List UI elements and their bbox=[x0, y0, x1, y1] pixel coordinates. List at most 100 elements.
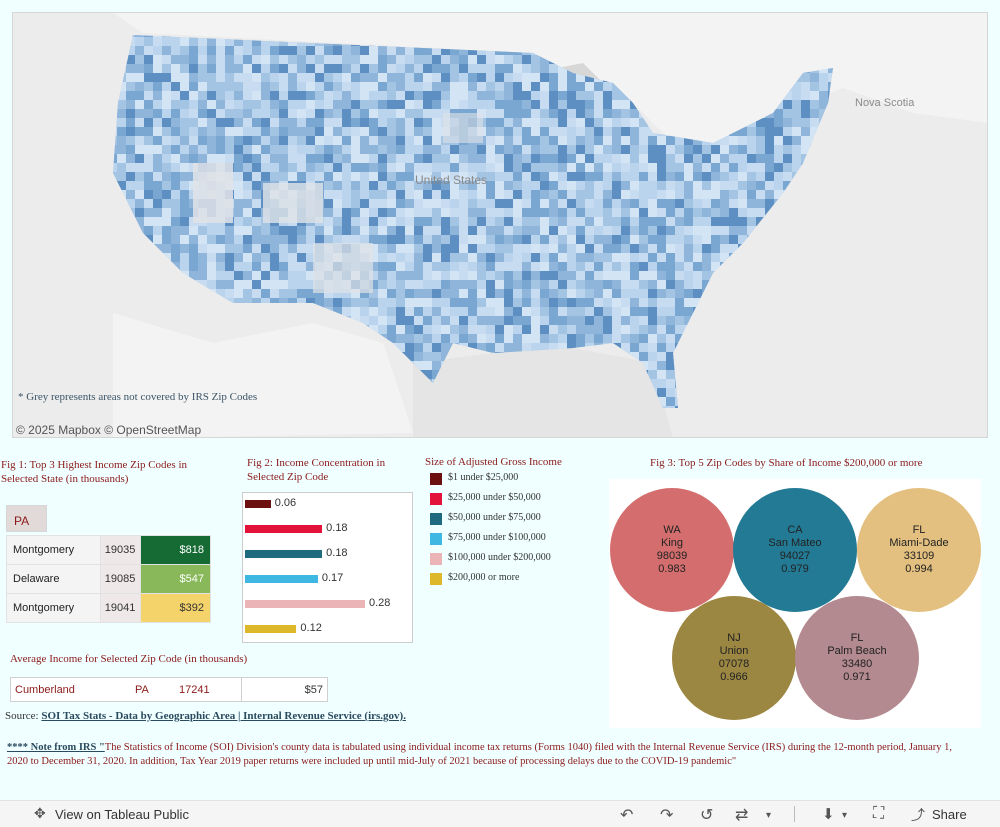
income-cell: $547 bbox=[139, 564, 212, 594]
zip-cell: 19085 bbox=[99, 564, 141, 594]
bar-value-label: 0.18 bbox=[326, 547, 348, 559]
bubble-label: 0.983 bbox=[658, 563, 686, 575]
legend-label[interactable]: $100,000 under $200,000 bbox=[448, 552, 551, 563]
bubble-33109[interactable]: FL Miami-Dade 33109 0.994 bbox=[857, 488, 981, 612]
bubble-label: 0.994 bbox=[905, 563, 933, 575]
avg-divider bbox=[241, 678, 242, 701]
bar-2[interactable] bbox=[245, 550, 323, 558]
bubble-label: WA bbox=[663, 524, 681, 536]
county-cell: Delaware bbox=[6, 564, 101, 594]
legend-title: Size of Adjusted Gross Income bbox=[425, 456, 562, 468]
bubble-label: Palm Beach bbox=[827, 645, 887, 657]
avg-income-row[interactable]: Cumberland PA 17241 $57 bbox=[10, 677, 328, 702]
legend-swatch[interactable] bbox=[430, 573, 442, 585]
download-dropdown-icon[interactable]: ▾ bbox=[842, 810, 848, 821]
map-label-nova-scotia: Nova Scotia bbox=[855, 97, 915, 109]
legend-swatch[interactable] bbox=[430, 553, 442, 565]
map-canvas[interactable] bbox=[13, 13, 988, 438]
bar-1[interactable] bbox=[245, 525, 323, 533]
map-attribution[interactable]: © 2025 Mapbox © OpenStreetMap bbox=[16, 423, 202, 437]
bubble-label: San Mateo bbox=[768, 537, 822, 549]
bar-4[interactable] bbox=[245, 600, 365, 608]
bubble-label: King bbox=[660, 537, 684, 549]
fig1-table: Montgomery 19035 $818 Delaware 19085 $54… bbox=[6, 535, 212, 623]
legend-label[interactable]: $200,000 or more bbox=[448, 572, 520, 583]
county-cell: Montgomery bbox=[6, 535, 101, 565]
income-cell: $392 bbox=[139, 593, 212, 623]
state-filter[interactable]: PA bbox=[6, 505, 47, 532]
legend-label[interactable]: $1 under $25,000 bbox=[448, 472, 519, 483]
bar-0[interactable] bbox=[245, 500, 271, 508]
bubble-label: Union bbox=[719, 645, 749, 657]
fig2-title: Fig 2: Income Concentration in Selected … bbox=[247, 457, 386, 483]
bar-value-label: 0.18 bbox=[326, 522, 348, 534]
refresh-dropdown-icon[interactable]: ▾ bbox=[766, 810, 772, 821]
legend-label[interactable]: $50,000 under $75,000 bbox=[448, 512, 541, 523]
table-row[interactable]: Montgomery 19035 $818 bbox=[6, 535, 212, 565]
fig1-title: Fig 1: Top 3 Highest Income Zip Codes in… bbox=[1, 459, 188, 485]
bubble-94027[interactable]: CA San Mateo 94027 0.979 bbox=[733, 488, 857, 612]
note-text: The Statistics of Income (SOI) Division'… bbox=[7, 742, 953, 767]
bubble-label: 33480 bbox=[841, 658, 873, 670]
bubble-label: 0.971 bbox=[843, 671, 871, 683]
legend-label[interactable]: $25,000 under $50,000 bbox=[448, 492, 541, 503]
undo-icon[interactable]: ↶ bbox=[620, 807, 634, 824]
bubble-label: CA bbox=[787, 524, 803, 536]
bubble-label: NJ bbox=[727, 632, 741, 644]
source-link[interactable]: SOI Tax Stats - Data by Geographic Area … bbox=[41, 710, 406, 722]
avg-state: PA bbox=[135, 684, 149, 696]
bar-value-label: 0.06 bbox=[274, 497, 297, 509]
bubble-label: 07078 bbox=[718, 658, 750, 670]
bar-3[interactable] bbox=[245, 575, 318, 583]
note-prefix: **** Note from IRS " bbox=[7, 742, 105, 753]
refresh-icon[interactable]: ⇄ bbox=[735, 807, 749, 824]
avg-county: Cumberland bbox=[15, 684, 75, 696]
source-line: Source: SOI Tax Stats - Data by Geograph… bbox=[5, 710, 406, 722]
bubble-label: 0.966 bbox=[720, 671, 748, 683]
map-note: * Grey represents areas not covered by I… bbox=[18, 391, 258, 403]
source-label: Source: bbox=[5, 710, 39, 722]
toolbar-divider bbox=[794, 806, 795, 822]
income-cell: $818 bbox=[139, 535, 212, 565]
choropleth-map[interactable]: Nova Scotia United States * Grey represe… bbox=[12, 12, 988, 438]
legend-swatch[interactable] bbox=[430, 533, 442, 545]
bar-value-label: 0.12 bbox=[300, 622, 322, 634]
view-on-tableau-link[interactable]: View on Tableau Public bbox=[55, 807, 189, 822]
fig3-bubble-chart[interactable]: WA King 98039 0.983 CA San Mateo 94027 0.979 FL M… bbox=[609, 479, 981, 728]
redo-icon[interactable]: ↷ bbox=[660, 807, 674, 824]
zip-cell: 19041 bbox=[99, 593, 141, 623]
bar-5[interactable] bbox=[245, 625, 297, 633]
bubble-label: Miami-Dade bbox=[889, 537, 949, 549]
bubble-07078[interactable]: NJ Union 07078 0.966 bbox=[672, 596, 796, 720]
avg-value: $57 bbox=[304, 684, 323, 696]
bubble-98039[interactable]: WA King 98039 0.983 bbox=[610, 488, 734, 612]
tableau-logo-icon[interactable]: ✥ bbox=[34, 805, 46, 821]
avg-zip: 17241 bbox=[179, 684, 210, 696]
fig2-bar-chart[interactable]: 0.06 0.18 0.18 0.17 0.28 0.12 bbox=[242, 492, 413, 643]
legend-swatch[interactable] bbox=[430, 513, 442, 525]
irs-note: **** Note from IRS "The Statistics of In… bbox=[7, 741, 967, 769]
zip-cell: 19035 bbox=[99, 535, 141, 565]
share-icon[interactable]: ⤴ bbox=[911, 807, 925, 823]
county-cell: Montgomery bbox=[6, 593, 101, 623]
table-row[interactable]: Delaware 19085 $547 bbox=[6, 564, 212, 594]
avg-income-title: Average Income for Selected Zip Code (in… bbox=[10, 653, 248, 665]
share-button[interactable]: Share bbox=[932, 807, 967, 822]
tableau-toolbar: ✥ View on Tableau Public ↶ ↷ ↺ ⇄ ▾ ⬇ ▾ ⛶… bbox=[0, 800, 1000, 827]
legend-swatch[interactable] bbox=[430, 493, 442, 505]
legend-swatch[interactable] bbox=[430, 473, 442, 485]
bar-value-label: 0.17 bbox=[321, 572, 344, 584]
fullscreen-icon[interactable]: ⛶ bbox=[873, 805, 885, 822]
bubble-label: 33109 bbox=[903, 550, 935, 562]
bubble-label: FL bbox=[850, 632, 864, 644]
fig3-title: Fig 3: Top 5 Zip Codes by Share of Incom… bbox=[650, 457, 923, 469]
download-icon[interactable]: ⬇ bbox=[822, 806, 835, 823]
table-row[interactable]: Montgomery 19041 $392 bbox=[6, 593, 212, 623]
bubble-label: FL bbox=[912, 524, 926, 536]
bubble-label: 98039 bbox=[656, 550, 688, 562]
bubble-33480[interactable]: FL Palm Beach 33480 0.971 bbox=[795, 596, 919, 720]
revert-icon[interactable]: ↺ bbox=[700, 807, 714, 824]
bubble-label: 0.979 bbox=[781, 563, 809, 575]
legend-label[interactable]: $75,000 under $100,000 bbox=[448, 532, 546, 543]
map-label-united-states: United States bbox=[415, 173, 488, 187]
